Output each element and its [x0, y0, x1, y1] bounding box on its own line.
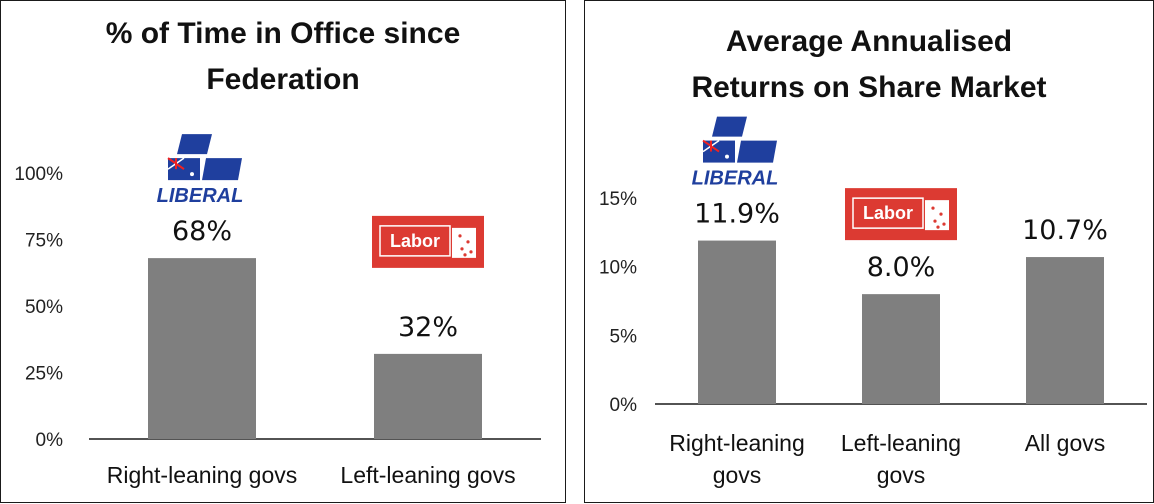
x-category-label: Right-leaning govs	[107, 462, 298, 488]
chart-title-line: Average Annualised	[725, 25, 1013, 58]
logo-frame	[852, 197, 924, 229]
bar	[698, 240, 776, 404]
data-label: 68%	[172, 216, 232, 247]
chart-plot-area: 0% 5% 10% 15% 11.9% Right-leaning govs LIBERAL 8…	[599, 116, 1147, 488]
liberal-logo-text: LIBERAL	[157, 185, 244, 207]
flag-star	[942, 222, 946, 226]
data-label: 8.0%	[867, 252, 936, 283]
labor-logo-text: Labor	[863, 203, 913, 223]
x-category-label: govs	[713, 462, 762, 488]
liberal-logo: LIBERAL	[692, 116, 779, 190]
x-category-label: Right-leaning	[669, 430, 805, 456]
chart-title-line: Federation	[206, 63, 360, 96]
labor-logo-text: Labor	[390, 231, 440, 251]
liberal-logo-text: LIBERAL	[692, 168, 779, 190]
y-tick-label: 0%	[610, 395, 638, 416]
y-tick-label: 100%	[14, 164, 63, 185]
chart-plot-area: 0% 25% 50% 75% 100% 68% Right-leaning govs LIBE…	[14, 134, 541, 488]
flag-star	[469, 250, 473, 254]
flag-patch	[452, 227, 476, 258]
logo-shape	[177, 134, 212, 155]
labor-logo: Labor	[845, 188, 957, 241]
y-tick-label: 25%	[25, 364, 63, 385]
data-label: 11.9%	[694, 199, 780, 230]
logo-shape	[737, 140, 777, 163]
x-category-label: Left-leaning	[841, 430, 961, 456]
x-category-label: Left-leaning govs	[340, 462, 515, 488]
y-tick-label: 50%	[25, 297, 63, 318]
bar	[862, 294, 940, 404]
x-category-label: All govs	[1025, 430, 1106, 456]
chart-title: Average Annualised Returns on Share Mark…	[585, 19, 1153, 111]
liberal-logo: LIBERAL	[157, 134, 244, 207]
chart-share-market-returns: Average Annualised Returns on Share Mark…	[584, 0, 1154, 503]
y-tick-label: 5%	[610, 326, 638, 347]
bar	[148, 258, 256, 439]
bar	[374, 353, 482, 439]
flag-star	[936, 225, 940, 229]
flag-star	[933, 219, 937, 223]
flag-patch	[925, 200, 949, 231]
flag-star	[725, 154, 729, 159]
bar	[1026, 257, 1104, 404]
y-tick-label: 10%	[599, 258, 637, 279]
flag-star	[460, 247, 464, 251]
flag-star	[190, 172, 194, 177]
y-tick-label: 75%	[25, 231, 63, 252]
flag-star	[931, 206, 935, 210]
chart-title-line: % of Time in Office since	[105, 17, 461, 50]
flag-star	[466, 240, 470, 244]
chart-title: % of Time in Office since Federation	[1, 11, 565, 103]
x-category-label: govs	[877, 462, 926, 488]
logo-shape	[712, 116, 747, 137]
y-tick-label: 0%	[36, 430, 64, 451]
data-label: 32%	[398, 312, 458, 343]
logo-shape	[202, 158, 242, 181]
chart-title-line: Returns on Share Market	[691, 71, 1047, 104]
y-tick-label: 15%	[599, 189, 637, 210]
data-label: 10.7%	[1022, 215, 1108, 246]
logo-frame	[379, 225, 451, 257]
chart-time-in-office: % of Time in Office since Federation 0% 2…	[0, 0, 566, 503]
flag-star	[939, 212, 943, 216]
flag-star	[463, 253, 467, 257]
labor-logo: Labor	[372, 215, 484, 268]
flag-star	[458, 234, 462, 238]
